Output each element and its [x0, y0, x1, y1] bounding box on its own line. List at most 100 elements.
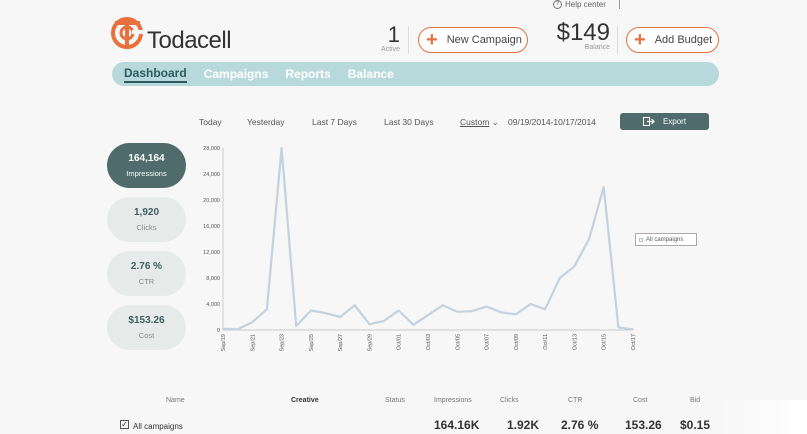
x-tick-label: Oct/07 [485, 334, 491, 350]
data-point[interactable] [573, 265, 576, 268]
data-point[interactable] [441, 304, 444, 307]
y-tick-label: 8,000 [206, 276, 220, 282]
data-point[interactable] [558, 277, 561, 279]
metric-clicks[interactable]: 1,920 Clicks [107, 197, 186, 242]
y-tick-label: 24,000 [203, 172, 220, 178]
x-tick-label: Sep/23 [280, 334, 286, 351]
col-header-clicks[interactable]: Clicks [500, 397, 519, 404]
col-header-bid[interactable]: Bid [690, 397, 701, 404]
chart-axes [222, 148, 633, 331]
data-point[interactable] [309, 309, 312, 312]
active-counter: 1 Active [372, 24, 400, 54]
col-header-impressions[interactable]: Impressions [434, 397, 472, 404]
data-point[interactable] [383, 320, 385, 322]
data-point[interactable] [617, 326, 620, 329]
legend-swatch [639, 237, 643, 242]
filter-last-30-days[interactable]: Last 30 Days [384, 117, 434, 127]
main-nav: Dashboard Campaigns Reports Balance [112, 62, 719, 86]
metric-ctr[interactable]: 2.76 % CTR [107, 251, 186, 296]
data-point[interactable] [456, 310, 459, 313]
x-tick-label: Sep/27 [338, 334, 344, 351]
x-tick-label: Oct/05 [455, 334, 461, 350]
new-campaign-button[interactable]: + New Campaign [418, 27, 528, 53]
x-tick-label: Oct/03 [426, 334, 432, 350]
row-cost: 153.26 [625, 418, 662, 432]
col-header-creative[interactable]: Creative [291, 397, 319, 404]
chevron-down-icon: ⌄ [491, 117, 499, 127]
data-point[interactable] [368, 323, 371, 326]
series-line-all-campaigns [222, 146, 634, 331]
data-point[interactable] [236, 328, 239, 331]
new-campaign-label: New Campaign [446, 34, 522, 46]
nav-balance[interactable]: Balance [347, 67, 394, 81]
data-point[interactable] [266, 308, 268, 311]
export-icon [642, 117, 655, 126]
plus-icon: + [426, 29, 438, 51]
x-tick-label: Oct/01 [397, 334, 403, 350]
data-point[interactable] [397, 309, 400, 312]
y-tick-label: 28,000 [203, 146, 220, 152]
export-label: Export [662, 117, 687, 126]
nav-campaigns[interactable]: Campaigns [203, 67, 269, 81]
metric-impressions[interactable]: 164,164 Impressions [107, 143, 186, 188]
data-point[interactable] [280, 147, 283, 149]
data-point[interactable] [324, 312, 327, 314]
col-header-name[interactable]: Name [166, 397, 185, 404]
row-name[interactable]: All campaigns [133, 422, 183, 431]
metric-label: Clicks [136, 223, 157, 232]
row-impressions: 164.16K [434, 418, 480, 432]
filter-today[interactable]: Today [199, 117, 222, 127]
metric-value: 164,164 [128, 153, 165, 164]
nav-dashboard[interactable]: Dashboard [124, 66, 187, 83]
help-center-label: Help center [565, 0, 606, 9]
filter-last-7-days[interactable]: Last 7 Days [312, 117, 357, 127]
nav-reports[interactable]: Reports [285, 67, 331, 81]
divider [617, 26, 618, 54]
metric-label: Impressions [126, 169, 167, 178]
help-center-link[interactable]: ? Help center [553, 0, 606, 9]
x-tick-label: Sep/29 [367, 334, 373, 351]
data-point[interactable] [544, 308, 547, 311]
data-point[interactable] [427, 314, 429, 316]
plus-icon: + [634, 29, 646, 51]
data-point[interactable] [295, 325, 298, 327]
row-checkbox[interactable]: ✓ [120, 420, 129, 429]
active-caption: Active [380, 46, 400, 53]
row-clicks: 1.92K [507, 418, 540, 432]
x-tick-label: Sep/21 [250, 334, 256, 351]
balance-caption: Balance [584, 44, 610, 51]
data-point[interactable] [500, 311, 503, 314]
data-point[interactable] [632, 328, 634, 331]
y-tick-label: 16,000 [203, 224, 220, 230]
data-point[interactable] [339, 316, 342, 318]
metric-label: Cost [138, 331, 155, 340]
brand-name: Todacell [147, 27, 232, 54]
brand-logo [111, 17, 146, 49]
filter-custom[interactable]: Custom ⌄ [460, 117, 499, 128]
data-point[interactable] [353, 304, 356, 307]
col-header-cost[interactable]: Cost [633, 397, 648, 404]
data-point[interactable] [412, 323, 415, 326]
data-point[interactable] [222, 327, 224, 330]
help-icon: ? [553, 0, 562, 9]
balance-display: $149 Balance [548, 19, 610, 52]
data-point[interactable] [471, 310, 473, 313]
data-point[interactable] [485, 305, 488, 308]
y-tick-label: 4,000 [206, 302, 220, 308]
data-point[interactable] [529, 303, 532, 305]
x-tick-label: Oct/13 [572, 334, 578, 350]
custom-label: Custom [460, 117, 490, 127]
data-point[interactable] [588, 238, 590, 240]
data-point[interactable] [602, 186, 605, 188]
chart-legend[interactable]: All campaigns [635, 233, 697, 246]
metric-cost[interactable]: $153.26 Cost [107, 305, 186, 350]
data-point[interactable] [251, 321, 254, 324]
export-button[interactable]: Export [620, 113, 709, 130]
col-header-status[interactable]: Status [385, 397, 405, 404]
balance-value: $149 [556, 19, 610, 46]
metric-value: 1,920 [133, 207, 160, 218]
col-header-ctr[interactable]: CTR [568, 397, 583, 404]
add-budget-button[interactable]: + Add Budget [626, 27, 719, 53]
data-point[interactable] [514, 313, 517, 316]
filter-yesterday[interactable]: Yesterday [247, 117, 285, 127]
